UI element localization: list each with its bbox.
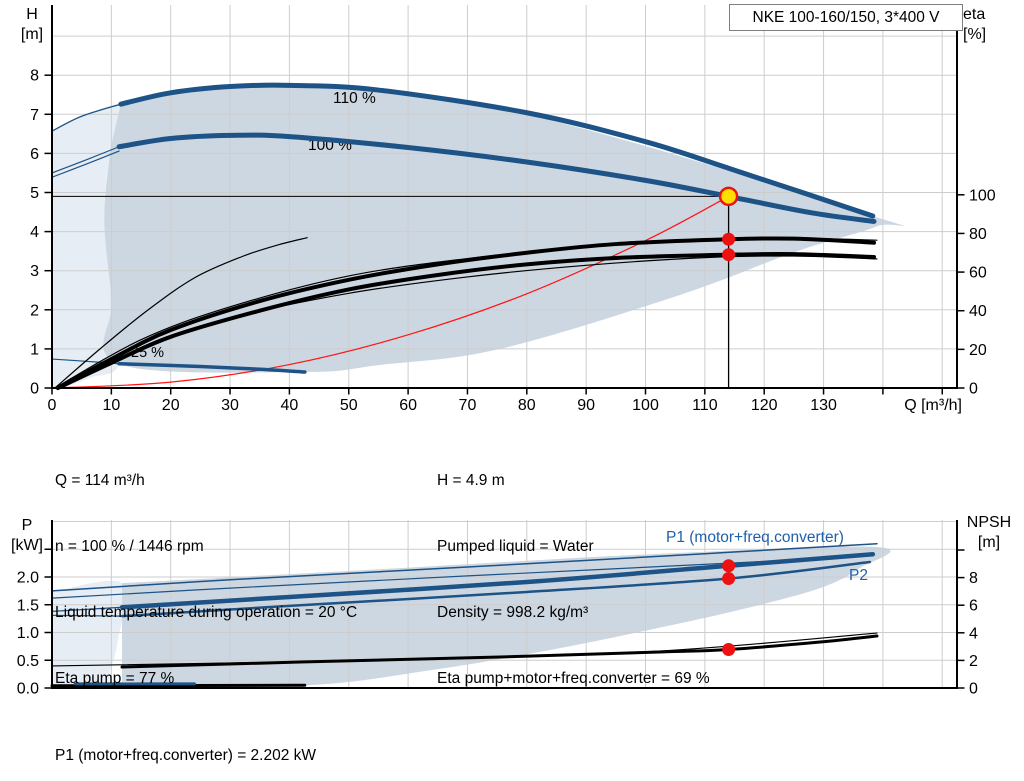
curve-label-p1: P1 (motor+freq.converter) — [666, 529, 844, 546]
x-tick-label: 100 — [632, 397, 659, 414]
npsh-tick-label: 8 — [969, 570, 978, 587]
npsh-tick-label: 0 — [969, 681, 978, 698]
p-tick-label: 1.0 — [17, 625, 39, 642]
eta-tick-label: 40 — [969, 303, 987, 320]
curve-eta-total — [55, 251, 876, 390]
curve-label-110: 110 % — [333, 90, 376, 107]
curve-p2-100-stub — [51, 614, 123, 617]
curve-eta-partial-thin — [54, 237, 308, 389]
operating-envelope — [103, 84, 904, 373]
curve-speed-110-thin — [51, 103, 122, 132]
operating-envelope-light — [52, 103, 124, 389]
curve-p1-100 — [119, 551, 876, 610]
curve-label-p2: P2 — [849, 567, 868, 584]
pump-title-box: NKE 100-160/150, 3*400 V — [729, 4, 963, 31]
curve-speed-100-thin-a — [51, 146, 120, 174]
x-tick-label: 0 — [48, 397, 57, 414]
x-tick-label: 120 — [751, 397, 778, 414]
x-tick-label: 90 — [577, 397, 595, 414]
h-tick-label: 2 — [30, 302, 39, 319]
npsh-point-marker — [722, 642, 736, 656]
curve-eta-total-thin — [54, 255, 878, 389]
info-line: Density = 998.2 kg/m³ — [437, 604, 589, 621]
info-line: Liquid temperature during operation = 20… — [55, 604, 358, 621]
npsh-tick-label: 6 — [969, 598, 978, 615]
curve-npsh — [120, 634, 879, 669]
x-tick-label: 40 — [281, 397, 299, 414]
x-tick-label: 10 — [102, 397, 120, 414]
curve-p-25-black — [50, 683, 307, 688]
h-tick-label: 6 — [30, 146, 39, 163]
curve-p1-100-stub — [51, 606, 123, 613]
h-tick-label: 0 — [30, 381, 39, 398]
curve-p2-100 — [120, 560, 872, 618]
h-axis-label: H [m] — [20, 6, 44, 43]
x-tick-label: 20 — [162, 397, 180, 414]
x-tick-label: 30 — [221, 397, 239, 414]
power-info: P1 (motor+freq.converter) = 2.202 kW P2 … — [55, 701, 316, 781]
duty-info-right: H = 4.9 m Pumped liquid = Water Density … — [437, 426, 710, 734]
curve-eta-pump — [55, 236, 876, 390]
x-tick-label: 70 — [459, 397, 477, 414]
h-tick-label: 1 — [30, 341, 39, 358]
eta-tick-label: 80 — [969, 226, 987, 243]
curve-p1-110-thin — [51, 542, 878, 592]
eta-axis-label: eta [%] — [963, 6, 987, 43]
p-axis-label: P [kW] — [11, 517, 43, 554]
info-line: n = 100 % / 1446 rpm — [55, 538, 204, 555]
info-line: Pumped liquid = Water — [437, 538, 594, 555]
eta-tick-label: 20 — [969, 342, 987, 359]
info-line: P1 (motor+freq.converter) = 2.202 kW — [55, 747, 317, 764]
eta-tick-label: 0 — [969, 381, 978, 398]
p-tick-label: 0.5 — [17, 653, 39, 670]
info-line: H = 4.9 m — [437, 472, 505, 489]
duty-info-left: Q = 114 m³/h n = 100 % / 1446 rpm Liquid… — [55, 426, 357, 734]
info-line: Q = 114 m³/h — [55, 472, 145, 489]
curve-speed-25 — [117, 362, 307, 374]
npsh-tick-label: 4 — [969, 625, 978, 642]
eta-point-marker — [722, 232, 736, 246]
npsh-axis-label: NPSH [m] — [966, 514, 1012, 551]
curve-speed-100-thin-b — [51, 150, 120, 178]
q-axis-label: Q [m³/h] — [904, 397, 962, 414]
eta-tick-label: 60 — [969, 265, 987, 282]
curve-speed-110 — [118, 82, 876, 219]
curve-speed-100 — [116, 132, 877, 224]
eta-point-marker — [722, 248, 736, 262]
h-tick-label: 4 — [30, 224, 39, 241]
pump-title: NKE 100-160/150, 3*400 V — [752, 9, 940, 26]
info-line: Eta pump = 77 % — [55, 670, 175, 687]
power-point-marker — [722, 559, 736, 573]
h-tick-label: 5 — [30, 185, 39, 202]
eta-tick-label: 100 — [969, 187, 996, 204]
duty-point-marker[interactable] — [718, 186, 739, 207]
info-line: Eta pump+motor+freq.converter = 69 % — [437, 670, 710, 687]
p-tick-label: 1.5 — [17, 597, 39, 614]
h-tick-label: 8 — [30, 68, 39, 85]
x-tick-label: 50 — [340, 397, 358, 414]
x-tick-label: 130 — [810, 397, 837, 414]
x-tick-label: 60 — [399, 397, 417, 414]
x-tick-label: 80 — [518, 397, 536, 414]
p-tick-label: 0.0 — [17, 681, 39, 698]
p-tick-label: 2.0 — [17, 570, 39, 587]
h-tick-label: 3 — [30, 263, 39, 280]
x-tick-label: 110 — [692, 397, 718, 414]
h-tick-label: 7 — [30, 107, 39, 124]
power-point-marker — [722, 572, 736, 586]
npsh-tick-label: 2 — [969, 653, 978, 670]
